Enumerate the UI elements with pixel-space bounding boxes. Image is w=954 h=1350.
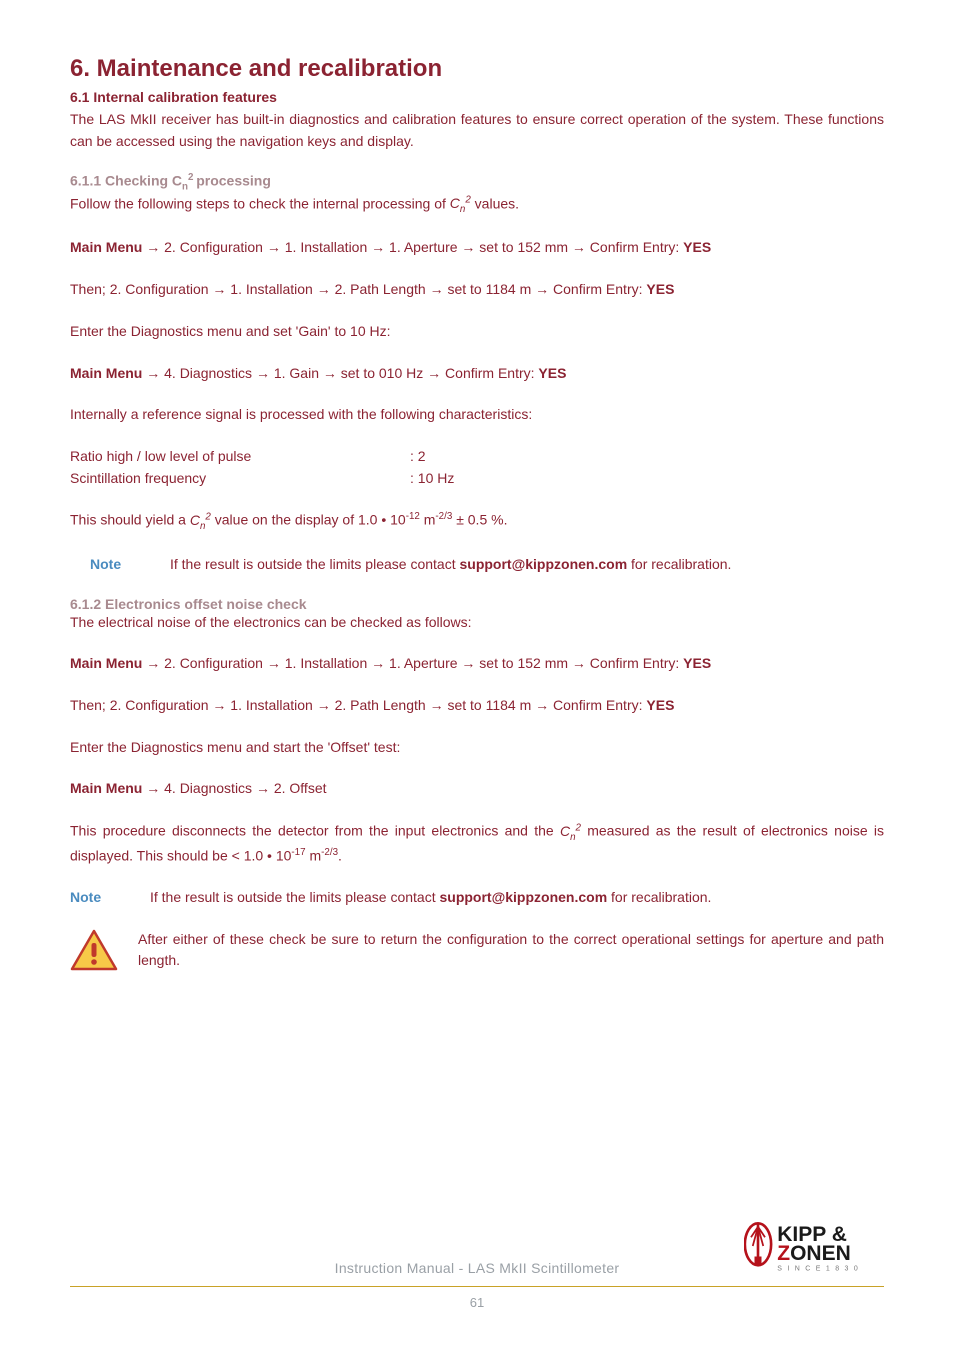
internally-text: Internally a reference signal is process… xyxy=(70,404,884,426)
yield-text: This should yield a Cn2 value on the dis… xyxy=(70,509,884,534)
warning-icon xyxy=(70,929,118,980)
menu-path-aperture-2: Main Menu → 2. Configuration → 1. Instal… xyxy=(70,653,884,675)
follow-steps-text: Follow the following steps to check the … xyxy=(70,193,884,218)
menu-path-length: Then; 2. Configuration → 1. Installation… xyxy=(70,279,884,301)
menu-path-length-2: Then; 2. Configuration → 1. Installation… xyxy=(70,695,884,717)
procedure-text: This procedure disconnects the detector … xyxy=(70,820,884,867)
note-label: Note xyxy=(70,887,110,909)
warning-row: After either of these check be sure to r… xyxy=(70,929,884,980)
enter-diag-offset: Enter the Diagnostics menu and start the… xyxy=(70,737,884,759)
kv-ratio: Ratio high / low level of pulse : 2 xyxy=(70,446,884,468)
footer-title: Instruction Manual - LAS MkII Scintillom… xyxy=(0,1260,954,1276)
footer-rule xyxy=(70,1286,884,1287)
subsection-6-1-1-title: 6.1.1 Checking Cn2 processing xyxy=(70,172,884,192)
subsection-6-1-2-title: 6.1.2 Electronics offset noise check xyxy=(70,596,884,612)
note-text: If the result is outside the limits plea… xyxy=(150,887,711,909)
page-number: 61 xyxy=(0,1295,954,1310)
subsection-6-1-intro: The LAS MkII receiver has built-in diagn… xyxy=(70,109,884,152)
warning-text: After either of these check be sure to r… xyxy=(138,929,884,972)
subsection-6-1-2-intro: The electrical noise of the electronics … xyxy=(70,612,884,634)
page-footer: Instruction Manual - LAS MkII Scintillom… xyxy=(0,1260,954,1310)
menu-path-gain: Main Menu → 4. Diagnostics → 1. Gain → s… xyxy=(70,363,884,385)
note-2: Note If the result is outside the limits… xyxy=(70,887,884,909)
kv-scint-freq: Scintillation frequency : 10 Hz xyxy=(70,468,884,490)
note-label: Note xyxy=(90,554,130,576)
menu-path-offset: Main Menu → 4. Diagnostics → 2. Offset xyxy=(70,778,884,800)
section-heading: 6. Maintenance and recalibration xyxy=(70,55,884,83)
subsection-6-1-title: 6.1 Internal calibration features xyxy=(70,89,884,105)
menu-path-aperture: Main Menu → 2. Configuration → 1. Instal… xyxy=(70,237,884,259)
enter-diag-gain: Enter the Diagnostics menu and set 'Gain… xyxy=(70,321,884,343)
note-text: If the result is outside the limits plea… xyxy=(170,554,731,576)
note-1: Note If the result is outside the limits… xyxy=(70,554,884,576)
